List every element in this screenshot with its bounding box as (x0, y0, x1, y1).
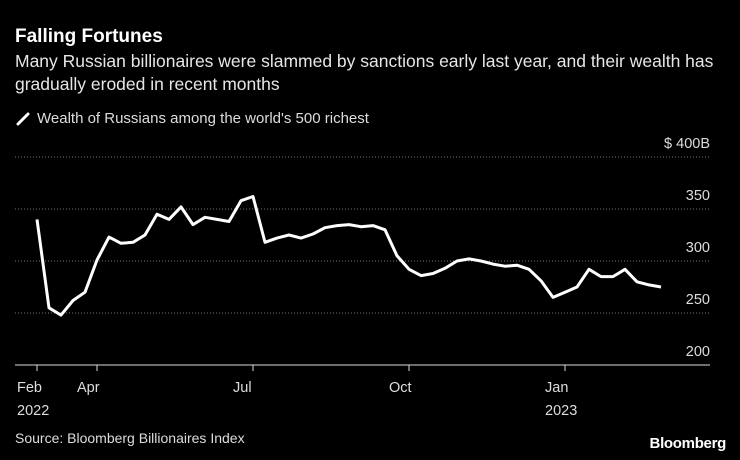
y-tick-label: $ 400B (664, 136, 710, 152)
brand-logo: Bloomberg (649, 435, 727, 452)
chart-title: Falling Fortunes (15, 26, 163, 47)
x-tick-label: Apr (77, 380, 100, 396)
source: Source: Bloomberg Billionaires Index (15, 430, 245, 446)
y-tick-label: 200 (686, 344, 710, 360)
legend: Wealth of Russians among the world's 500… (15, 110, 369, 127)
x-tick-label: Feb 2022 (17, 380, 50, 419)
x-tick-label: Jul (233, 380, 252, 396)
x-tick-label: Oct (389, 380, 412, 396)
legend-label: Wealth of Russians among the world's 500… (37, 110, 369, 127)
x-tick-label: Jan 2023 (545, 380, 578, 419)
data-line (35, 195, 662, 317)
y-tick-label: 250 (686, 292, 710, 308)
legend-swatch (16, 112, 30, 125)
chart-subtitle: Many Russian billionaires were slammed b… (15, 51, 714, 94)
y-tick-label: 350 (686, 188, 710, 204)
y-tick-label: 300 (686, 240, 710, 256)
